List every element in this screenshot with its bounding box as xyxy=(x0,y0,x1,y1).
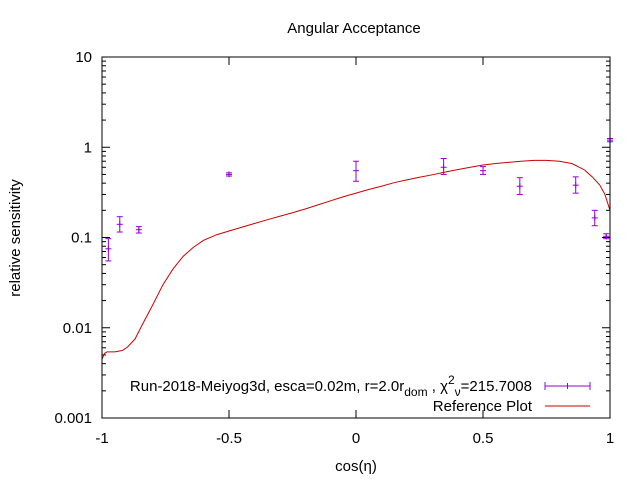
reference-curve xyxy=(102,159,610,360)
data-point-1 xyxy=(116,216,123,233)
data-point-5 xyxy=(440,158,447,175)
x-axis-label: cos(η) xyxy=(335,458,377,475)
x-tick-label-0: -1 xyxy=(95,430,108,447)
legend-label-run-sub1: dom xyxy=(404,385,427,399)
y-tick-label-0: 0.001 xyxy=(54,410,92,427)
plot-area xyxy=(102,137,613,360)
data-point-2 xyxy=(135,226,142,234)
y-tick-label-2: 0.1 xyxy=(71,230,92,247)
x-tick-label-2: 0 xyxy=(352,430,360,447)
x-tick-label-3: 0.5 xyxy=(473,430,494,447)
data-point-3 xyxy=(226,171,232,178)
y-axis-label: relative sensitivity xyxy=(7,179,24,297)
y-tick-label-3: 1 xyxy=(84,139,92,156)
legend-label-run-main: Run-2018-Meiyog3d, esca=0.02m, r=2.0r xyxy=(130,378,404,395)
x-tick-label-4: 1 xyxy=(606,430,614,447)
legend-label-run: Run-2018-Meiyog3d, esca=0.02m, r=2.0rdom… xyxy=(130,373,532,399)
legend-label-run-sub2: ν xyxy=(455,385,461,399)
data-point-6 xyxy=(480,166,486,175)
x-tick-label-1: -0.5 xyxy=(216,430,242,447)
data-point-0 xyxy=(105,238,112,262)
legend-label-run-end: =215.7008 xyxy=(461,378,532,395)
legend: Run-2018-Meiyog3d, esca=0.02m, r=2.0rdom… xyxy=(130,373,591,415)
chart-title: Angular Acceptance xyxy=(287,20,420,37)
data-point-8 xyxy=(572,176,579,194)
data-point-10 xyxy=(603,233,610,240)
y-tick-label-1: 0.01 xyxy=(63,320,92,337)
data-point-7 xyxy=(516,177,523,195)
legend-label-run-sup: 2 xyxy=(448,373,455,387)
legend-label-reference: Reference Plot xyxy=(433,398,533,415)
data-point-4 xyxy=(353,160,359,182)
data-point-9 xyxy=(591,209,598,227)
y-tick-label-4: 10 xyxy=(75,49,92,66)
legend-label-run-mid: , χ xyxy=(428,378,449,395)
plot-border xyxy=(101,56,611,419)
axis-ticks: -1 -0.5 0 0.5 1 0.001 0.01 0.1 1 10 xyxy=(54,49,614,447)
